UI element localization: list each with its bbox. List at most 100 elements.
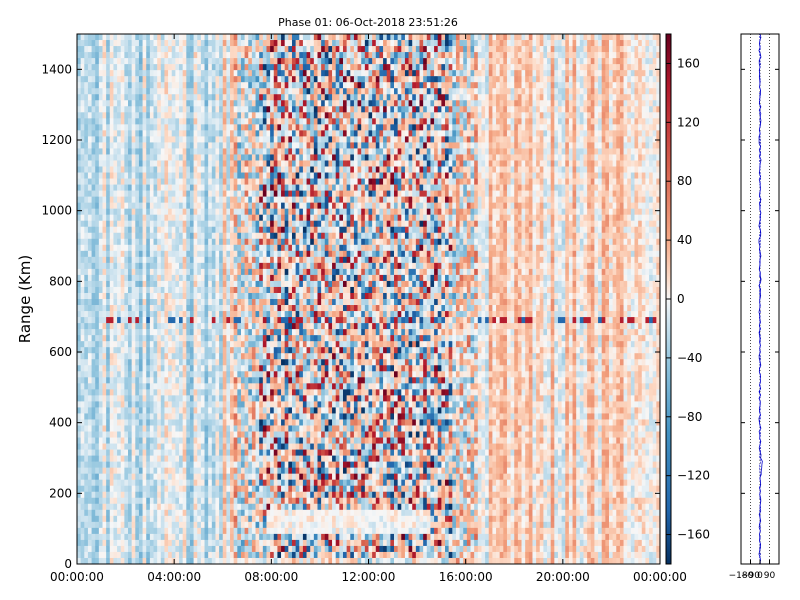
heatmap-cell	[197, 533, 202, 541]
heatmap-cell	[124, 70, 129, 77]
heatmap-cell	[215, 401, 220, 408]
heatmap-cell	[277, 172, 282, 179]
heatmap-cell	[230, 214, 235, 222]
heatmap-cell	[226, 317, 231, 324]
heatmap-cell	[179, 262, 184, 270]
heatmap-cell	[168, 202, 173, 210]
heatmap-cell	[160, 539, 165, 547]
heatmap-cell	[248, 425, 253, 432]
heatmap-cell	[208, 377, 213, 384]
heatmap-cell	[128, 311, 132, 318]
heatmap-cell	[80, 82, 85, 89]
heatmap-cell	[135, 82, 140, 89]
heatmap-cell	[204, 112, 209, 119]
heatmap-cell	[215, 371, 220, 378]
heatmap-cell	[102, 329, 107, 336]
heatmap-cell	[98, 46, 103, 53]
heatmap-cell	[113, 413, 118, 420]
heatmap-cell	[204, 539, 209, 547]
heatmap-cell	[197, 515, 202, 523]
heatmap-cell	[240, 160, 245, 167]
heatmap-cell	[95, 521, 100, 529]
heatmap-cell	[215, 431, 220, 438]
heatmap-cell	[248, 359, 253, 366]
heatmap-cell	[91, 347, 96, 354]
heatmap-cell	[233, 557, 238, 564]
heatmap-cell	[109, 124, 114, 131]
heatmap-cell	[215, 106, 220, 113]
heatmap-cell	[131, 82, 136, 89]
heatmap-cell	[230, 208, 235, 216]
heatmap-cell	[109, 425, 114, 432]
heatmap-cell	[149, 431, 154, 438]
heatmap-cell	[142, 88, 147, 95]
heatmap-cell	[219, 443, 224, 450]
heatmap-cell	[160, 220, 165, 228]
heatmap-cell	[270, 299, 275, 306]
heatmap-cell	[197, 557, 202, 564]
heatmap-cell	[273, 425, 278, 432]
heatmap-cell	[179, 533, 184, 541]
heatmap-cell	[120, 238, 125, 246]
heatmap-cell	[171, 208, 176, 216]
heatmap-cell	[193, 329, 198, 336]
heatmap-cell	[168, 329, 173, 336]
heatmap-cell	[146, 166, 151, 173]
heatmap-cell	[226, 88, 231, 95]
heatmap-cell	[117, 256, 122, 264]
heatmap-cell	[106, 244, 111, 252]
heatmap-cell	[179, 106, 184, 113]
heatmap-cell	[244, 232, 249, 240]
heatmap-cell	[128, 329, 132, 336]
heatmap-cell	[255, 365, 260, 372]
heatmap-cell	[113, 401, 118, 408]
heatmap-cell	[273, 389, 278, 396]
heatmap-cell	[240, 383, 245, 390]
heatmap-cell	[277, 419, 282, 426]
heatmap-cell	[204, 401, 209, 408]
heatmap-cell	[128, 136, 132, 143]
heatmap-cell	[208, 160, 213, 167]
heatmap-cell	[251, 172, 256, 179]
heatmap-cell	[113, 106, 118, 113]
heatmap-cell	[237, 64, 242, 71]
heatmap-cell	[175, 262, 180, 270]
heatmap-cell	[200, 335, 205, 342]
heatmap-cell	[281, 238, 286, 246]
heatmap-cell	[149, 184, 154, 191]
heatmap-cell	[124, 497, 129, 505]
heatmap-cell	[186, 274, 191, 282]
heatmap-cell	[219, 467, 224, 475]
heatmap-cell	[175, 148, 180, 155]
heatmap-cell	[157, 202, 162, 210]
heatmap-cell	[204, 455, 209, 462]
heatmap-cell	[200, 515, 205, 523]
heatmap-cell	[175, 503, 180, 511]
heatmap-cell	[182, 88, 187, 95]
heatmap-cell	[153, 503, 158, 511]
heatmap-cell	[87, 323, 92, 330]
heatmap-cell	[91, 389, 96, 396]
heatmap-cell	[117, 40, 122, 47]
heatmap-cell	[157, 317, 162, 324]
heatmap-cell	[193, 545, 198, 553]
heatmap-cell	[109, 238, 114, 246]
heatmap-cell	[219, 311, 224, 318]
heatmap-cell	[259, 395, 264, 402]
heatmap-cell	[77, 64, 81, 71]
heatmap-cell	[120, 455, 125, 462]
heatmap-cell	[102, 112, 107, 119]
heatmap-cell	[219, 401, 224, 408]
heatmap-cell	[197, 377, 202, 384]
heatmap-cell	[273, 551, 278, 559]
heatmap-cell	[277, 383, 282, 390]
heatmap-cell	[138, 106, 143, 113]
heatmap-cell	[248, 557, 253, 564]
heatmap-cell	[120, 70, 125, 77]
heatmap-cell	[233, 347, 238, 354]
heatmap-cell	[186, 100, 191, 107]
heatmap-cell	[182, 479, 187, 487]
heatmap-cell	[95, 419, 100, 426]
heatmap-cell	[197, 34, 202, 41]
heatmap-cell	[179, 76, 184, 83]
